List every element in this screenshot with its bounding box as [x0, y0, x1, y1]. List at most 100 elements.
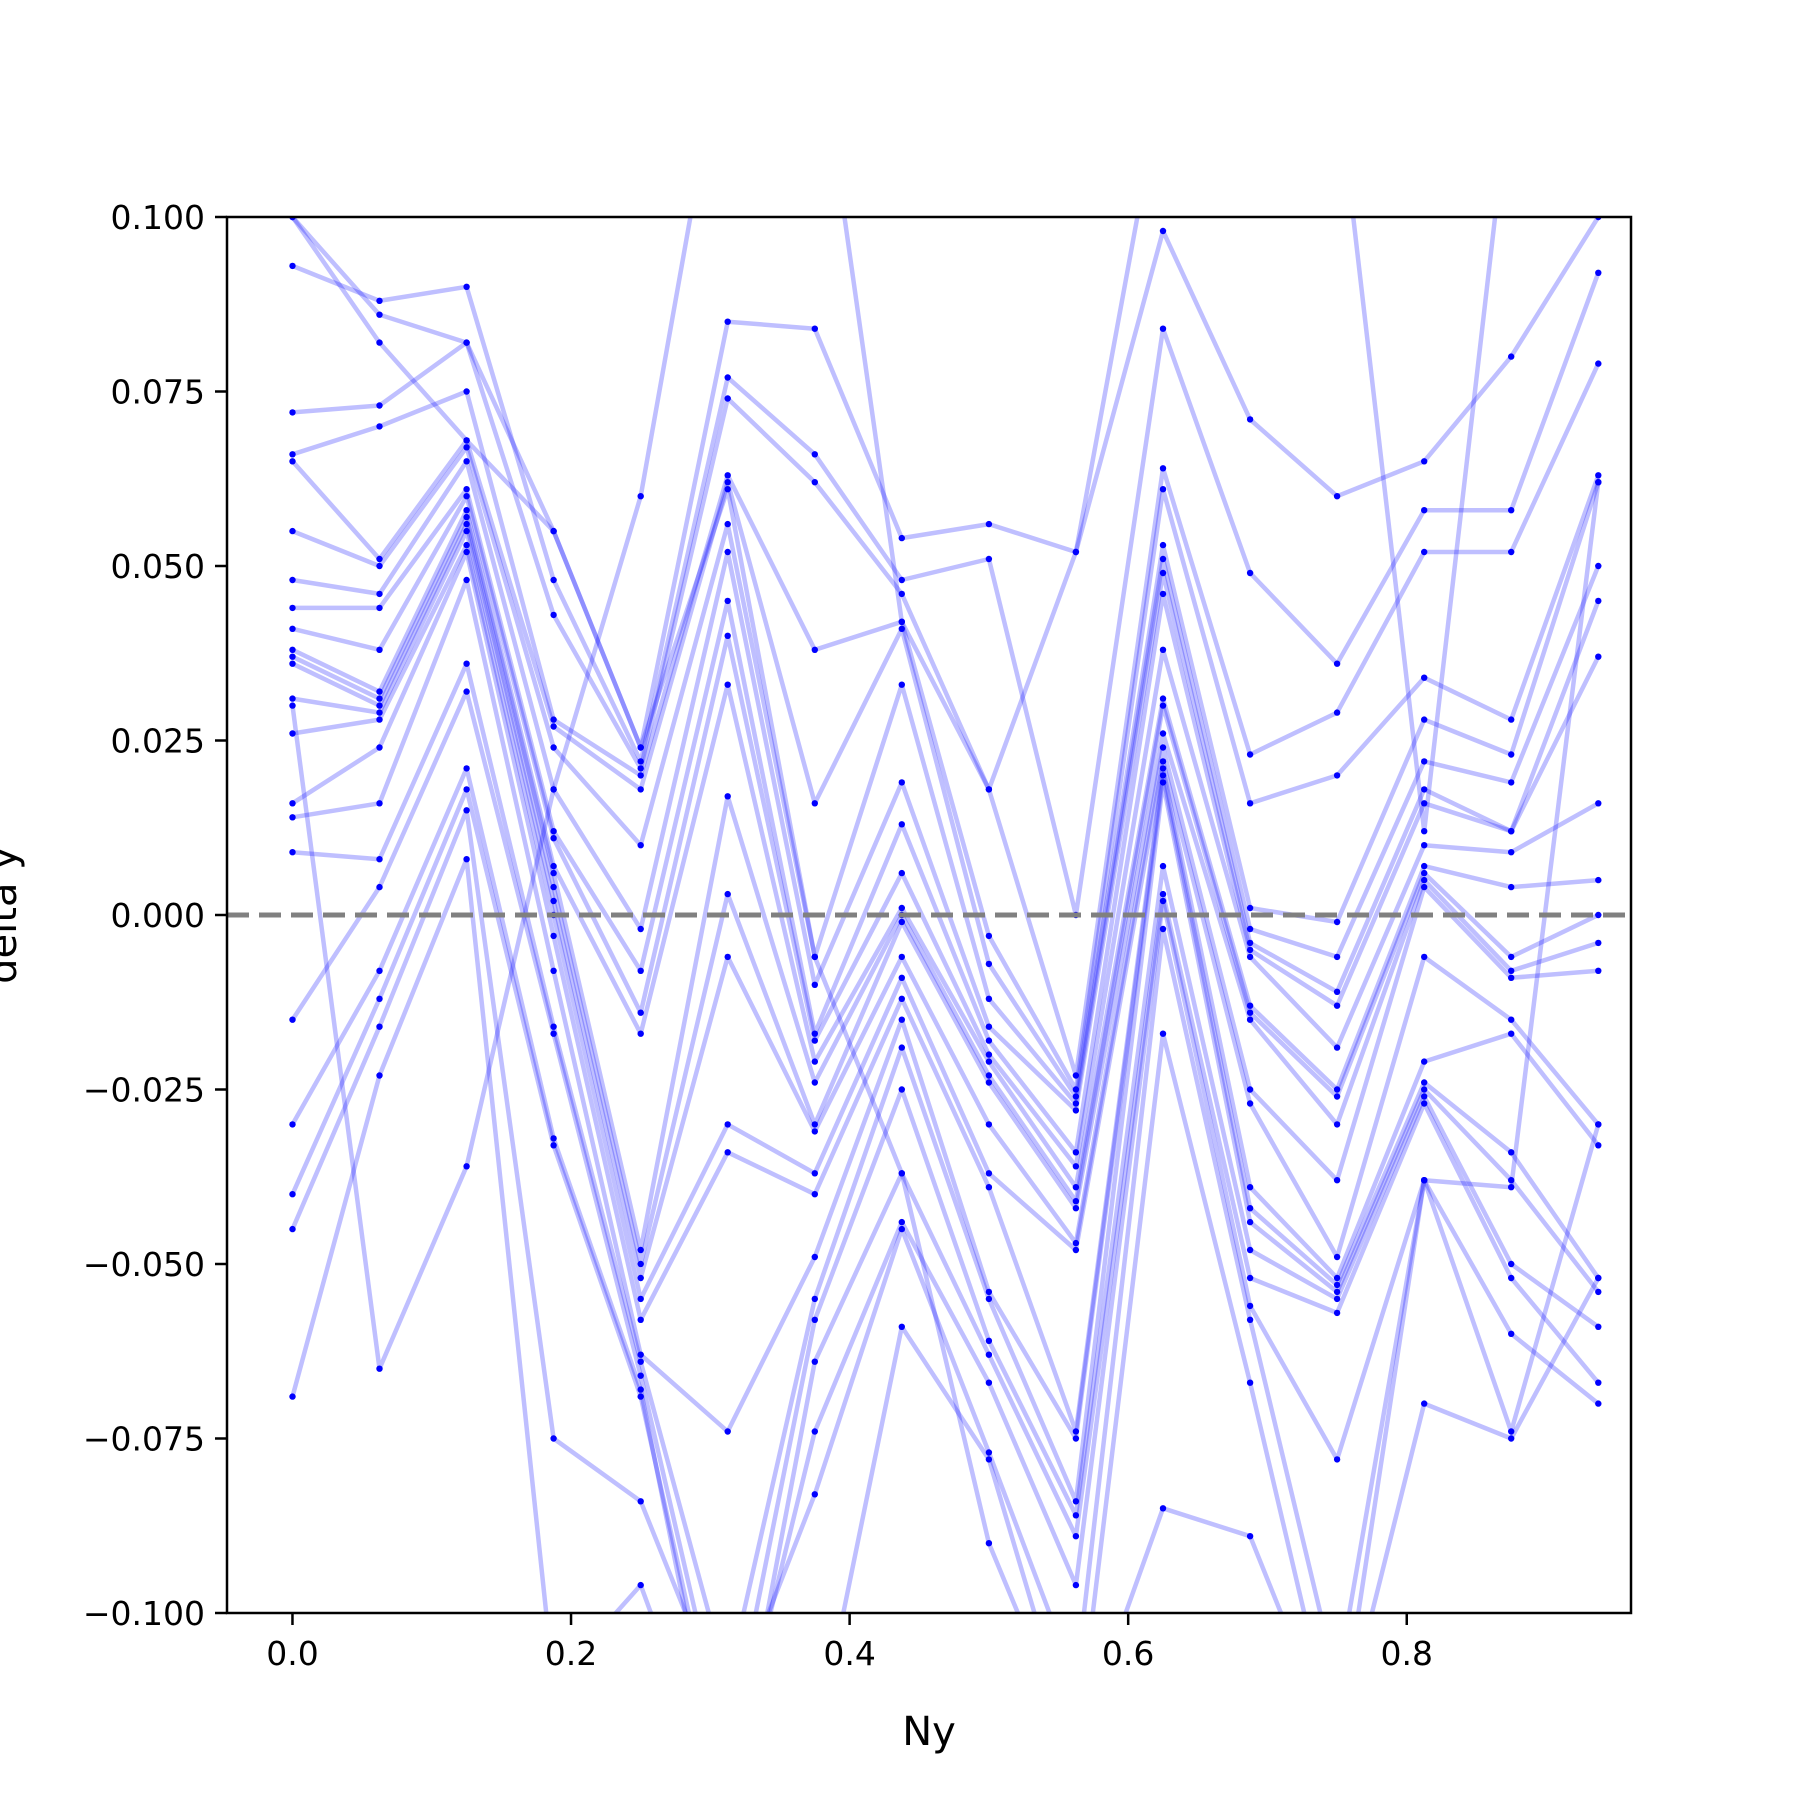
data-point-2-13	[1421, 548, 1428, 556]
data-point-15-10	[1159, 772, 1167, 779]
data-point-16-11	[1246, 1218, 1254, 1226]
data-point-2-5	[724, 395, 731, 402]
data-point-12-6	[811, 1128, 818, 1135]
data-point-17-7	[898, 1086, 905, 1093]
data-point-0-1	[376, 311, 383, 318]
data-point-4-6	[811, 800, 818, 807]
data-point-9-8	[985, 1058, 993, 1065]
data-point-6-10	[1159, 569, 1167, 577]
data-point-22-10	[1159, 1505, 1167, 1512]
data-point-5-1	[376, 562, 383, 570]
data-point-1-2	[463, 283, 470, 290]
data-point-14-7	[898, 995, 905, 1002]
data-point-16-0	[289, 849, 296, 856]
data-point-11-11	[1246, 1016, 1254, 1023]
data-point-9-13	[1421, 862, 1428, 870]
series-line-23	[290, 217, 1498, 1371]
data-point-5-14	[1508, 779, 1515, 786]
series-line-2	[292, 340, 1601, 1078]
y-tick-label: −0.100	[83, 1594, 205, 1633]
data-point-17-6	[811, 1316, 818, 1324]
data-point-15-8	[985, 1288, 993, 1296]
data-point-16-12	[1333, 1288, 1341, 1296]
data-point-3-0	[289, 451, 296, 458]
data-point-12-1	[376, 709, 383, 716]
data-point-17-10	[1159, 862, 1167, 870]
data-point-7-9	[1072, 1149, 1080, 1156]
data-point-17-11	[1246, 1246, 1254, 1254]
data-point-22-11	[1246, 1533, 1254, 1540]
data-point-21-2	[463, 856, 470, 863]
data-point-0-6	[811, 325, 818, 332]
data-point-21-12	[1334, 1749, 1340, 1755]
data-point-3-11	[1246, 800, 1254, 807]
data-point-14-0	[289, 800, 296, 807]
data-point-11-9	[1072, 1205, 1080, 1212]
data-point-1-7	[898, 576, 905, 584]
data-point-21-1	[376, 1072, 383, 1079]
data-point-21-9	[1073, 1749, 1079, 1755]
data-point-19-3	[550, 1142, 557, 1149]
data-point-22-9	[1073, 1749, 1079, 1755]
data-point-2-11	[1246, 751, 1254, 758]
data-point-13-6	[811, 1170, 818, 1177]
data-point-7-15	[1595, 653, 1602, 660]
data-point-12-12	[1333, 1177, 1341, 1184]
data-point-8-9	[1072, 1163, 1080, 1170]
data-point-5-15	[1595, 562, 1602, 570]
data-point-2-4	[637, 765, 644, 772]
data-point-7-1	[376, 604, 383, 612]
series-line-7	[292, 486, 1601, 1155]
data-point-0-12	[1333, 493, 1341, 500]
data-point-16-1	[376, 856, 383, 863]
data-point-17-14	[1508, 1260, 1515, 1268]
data-point-20-8	[985, 1449, 993, 1456]
data-point-8-14	[1508, 849, 1515, 856]
data-point-6-9	[1072, 1107, 1080, 1114]
data-point-3-10	[1159, 486, 1167, 493]
data-point-3-14	[1508, 716, 1515, 723]
data-point-3-4	[637, 772, 644, 779]
data-point-10-13	[1421, 869, 1428, 877]
data-point-10-5	[724, 793, 731, 800]
data-point-5-12	[1333, 953, 1341, 961]
series-line-4	[290, 438, 1601, 1099]
data-point-23-8	[985, 786, 993, 793]
x-axis-title: Ny	[902, 1709, 956, 1755]
data-point-14-8	[985, 1184, 993, 1191]
y-tick-label: 0.075	[111, 373, 205, 412]
data-point-18-11	[1246, 1274, 1254, 1282]
data-point-21-13	[1421, 1400, 1428, 1407]
data-point-7-4	[637, 967, 644, 974]
data-point-10-14	[1508, 953, 1515, 961]
x-tick-label: 0.4	[823, 1634, 875, 1673]
data-point-23-15	[1595, 74, 1601, 80]
data-point-14-14	[1508, 1030, 1515, 1037]
data-point-11-5	[724, 890, 731, 898]
data-point-7-3	[550, 828, 557, 835]
series-line-1	[291, 263, 1601, 918]
data-point-9-5	[724, 681, 731, 688]
y-tick-label: −0.025	[83, 1071, 205, 1110]
data-point-21-8	[985, 1456, 993, 1463]
data-point-16-4	[637, 1358, 644, 1365]
series-line-11	[291, 521, 1599, 1267]
data-point-16-14	[1508, 1177, 1515, 1184]
data-point-17-3	[550, 1030, 557, 1037]
data-point-22-5	[724, 486, 731, 493]
data-point-7-6	[811, 1030, 818, 1037]
data-point-13-7	[898, 974, 905, 981]
data-point-4-10	[1159, 541, 1167, 549]
data-point-18-1	[376, 967, 383, 974]
data-point-12-9	[1072, 1239, 1080, 1247]
data-point-15-11	[1246, 1205, 1254, 1212]
data-point-22-15	[1595, 479, 1602, 486]
data-point-18-3	[550, 1135, 557, 1142]
data-point-14-4	[637, 1316, 644, 1324]
data-point-15-5	[724, 1428, 731, 1435]
data-point-10-9	[1072, 1198, 1080, 1205]
data-point-15-9	[1072, 1435, 1080, 1442]
data-point-9-1	[376, 688, 383, 695]
data-point-18-14	[1508, 1274, 1515, 1282]
